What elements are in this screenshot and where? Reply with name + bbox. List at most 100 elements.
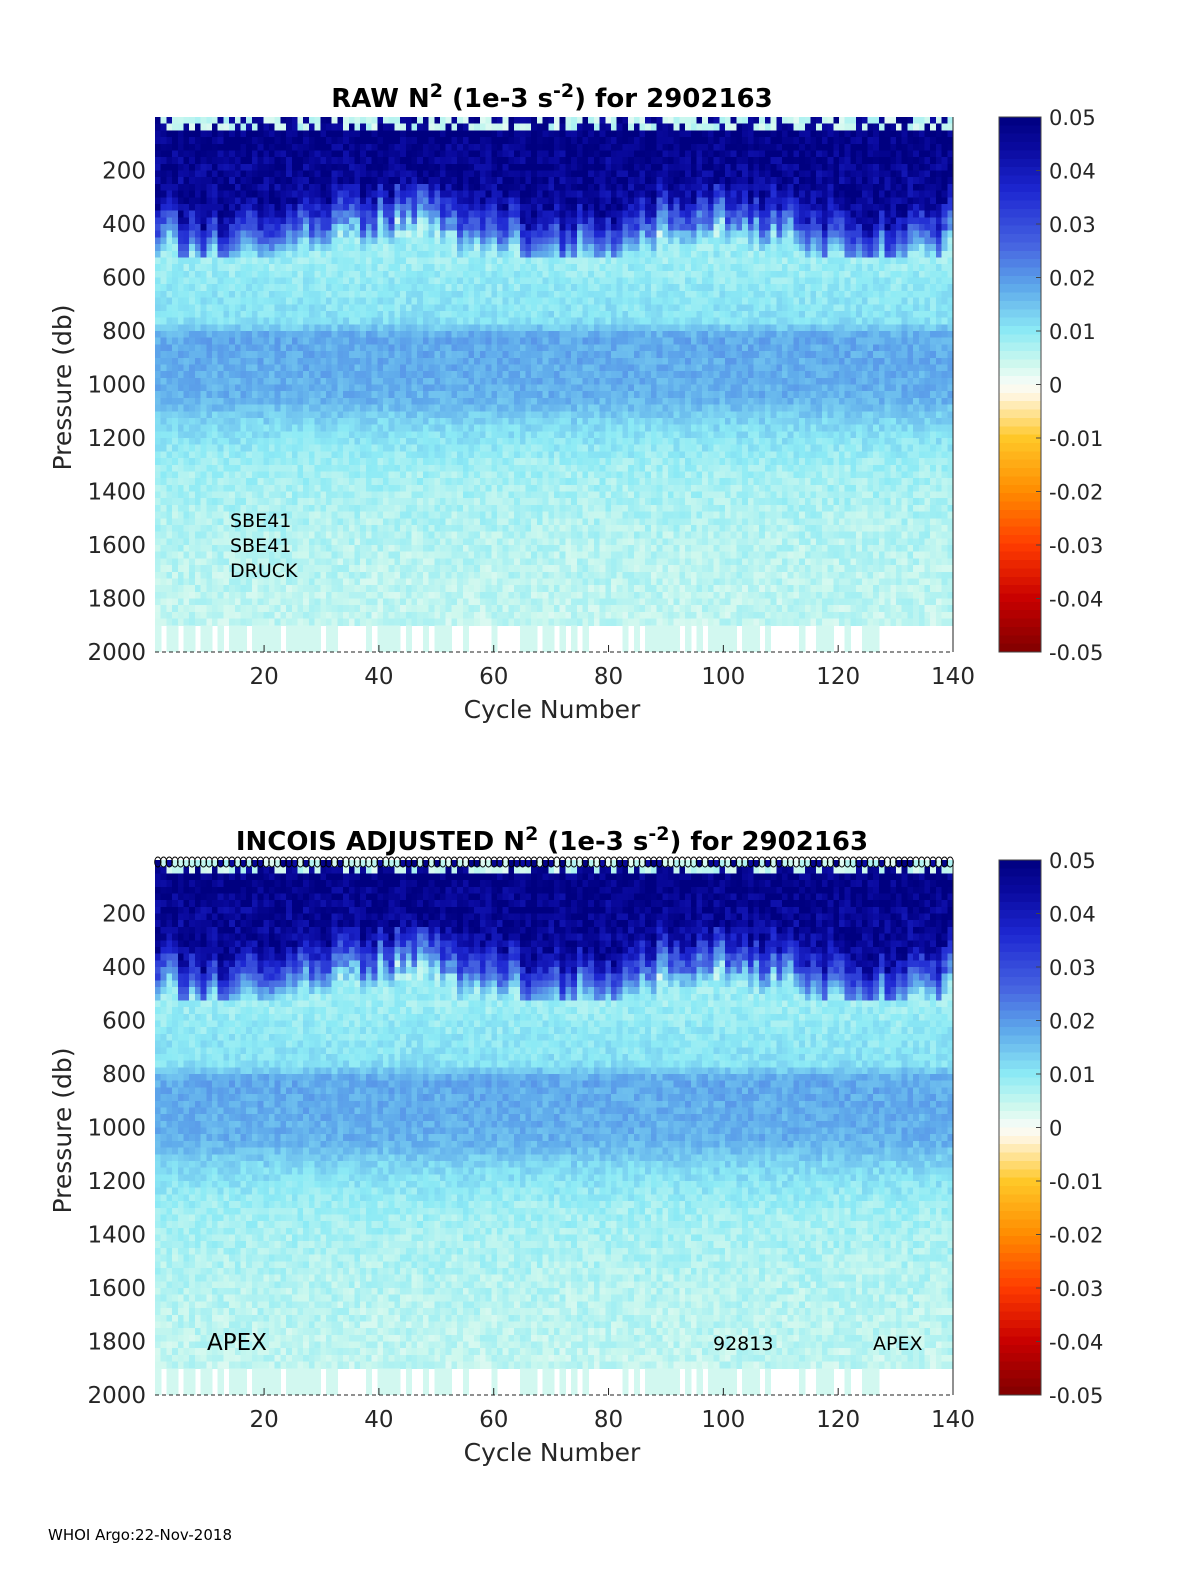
heatmap-cell <box>519 578 527 586</box>
heatmap-cell <box>388 130 395 138</box>
heatmap-cell <box>194 417 202 426</box>
heatmap-cell <box>160 598 167 606</box>
heatmap-cell <box>354 190 361 198</box>
heatmap-cell <box>217 518 224 526</box>
heatmap-cell <box>183 137 190 145</box>
heatmap-cell <box>354 130 361 138</box>
heatmap-cell <box>519 364 527 372</box>
heatmap-cell <box>257 137 264 145</box>
heatmap-cell <box>411 217 418 225</box>
heatmap-cell <box>314 177 321 185</box>
heatmap-cell <box>451 464 458 473</box>
heatmap-cell <box>326 317 333 325</box>
heatmap-cell <box>365 491 373 499</box>
heatmap-cell <box>383 591 390 600</box>
heatmap-cell <box>172 417 179 426</box>
heatmap-cell <box>479 545 487 553</box>
heatmap-cell <box>485 230 492 238</box>
heatmap-cell <box>348 605 356 613</box>
heatmap-cell <box>240 217 247 225</box>
heatmap-cell <box>172 397 179 406</box>
heatmap-cell <box>383 117 390 125</box>
heatmap-cell <box>206 190 213 198</box>
heatmap-cell <box>388 317 395 325</box>
heatmap-cell <box>377 598 384 606</box>
heatmap-cell <box>189 538 196 546</box>
heatmap-cell <box>183 598 190 606</box>
heatmap-cell <box>485 618 492 626</box>
heatmap-cell <box>497 163 504 172</box>
heatmap-cell <box>491 524 498 533</box>
heatmap-cell <box>223 297 230 305</box>
heatmap-cell <box>314 210 321 218</box>
heatmap-cell <box>485 137 492 145</box>
heatmap-cell <box>177 491 185 499</box>
heatmap-cell <box>411 150 418 158</box>
heatmap-cell <box>508 351 515 359</box>
heatmap-cell <box>417 310 424 319</box>
heatmap-cell <box>286 558 293 566</box>
heatmap-cell <box>405 224 413 232</box>
heatmap-cell <box>485 237 492 245</box>
heatmap-cell <box>269 210 276 218</box>
heatmap-cell <box>206 371 213 379</box>
heatmap-cell <box>183 117 190 125</box>
heatmap-cell <box>491 364 498 372</box>
heatmap-cell <box>229 224 236 232</box>
heatmap-cell <box>314 230 321 238</box>
heatmap-cell <box>348 130 356 138</box>
heatmap-cell <box>274 585 281 593</box>
heatmap-cell <box>240 618 247 626</box>
heatmap-cell <box>251 364 259 372</box>
heatmap-cell <box>212 618 219 626</box>
heatmap-cell <box>348 224 356 232</box>
heatmap-cell <box>440 117 447 125</box>
heatmap-cell <box>274 324 281 332</box>
heatmap-cell <box>422 518 430 526</box>
heatmap-cell <box>286 417 293 426</box>
heatmap-cell <box>314 524 321 533</box>
heatmap-cell <box>189 524 196 533</box>
heatmap-cell <box>200 163 207 172</box>
heatmap-cell <box>194 210 202 218</box>
heatmap-cell <box>274 545 281 553</box>
heatmap-cell <box>360 230 367 238</box>
heatmap-cell <box>434 190 441 198</box>
heatmap-cell <box>183 284 190 292</box>
heatmap-cell <box>394 224 401 232</box>
heatmap-cell <box>286 585 293 593</box>
heatmap-cell <box>354 558 361 566</box>
heatmap-cell <box>428 411 435 419</box>
heatmap-cell <box>468 157 475 165</box>
heatmap-cell <box>314 384 321 392</box>
heatmap-cell <box>462 163 470 172</box>
heatmap-cell <box>417 277 424 285</box>
heatmap-cell <box>508 157 515 165</box>
heatmap-cell <box>388 458 395 466</box>
heatmap-cell <box>229 197 236 205</box>
heatmap-cell <box>457 585 464 593</box>
heatmap-cell <box>394 170 401 178</box>
heatmap-cell <box>502 137 509 145</box>
heatmap-cell <box>365 371 373 379</box>
heatmap-cell <box>491 304 498 312</box>
heatmap-cell <box>394 237 401 245</box>
heatmap-cell <box>428 538 435 546</box>
heatmap-cell <box>189 598 196 606</box>
heatmap-cell <box>217 384 224 392</box>
heatmap-cell <box>291 257 299 265</box>
heatmap-cell <box>377 411 384 419</box>
heatmap-cell <box>445 377 452 386</box>
heatmap-cell <box>383 371 390 379</box>
heatmap-cell <box>451 511 458 519</box>
heatmap-cell <box>263 197 270 205</box>
heatmap-cell <box>320 518 327 526</box>
heatmap-cell <box>388 498 395 506</box>
heatmap-cell <box>474 284 481 292</box>
heatmap-cell <box>371 491 378 499</box>
heatmap-cell <box>291 130 299 138</box>
heatmap-cell <box>337 163 344 172</box>
heatmap-cell <box>183 591 190 600</box>
heatmap-cell <box>166 117 173 125</box>
heatmap-cell <box>502 605 509 613</box>
